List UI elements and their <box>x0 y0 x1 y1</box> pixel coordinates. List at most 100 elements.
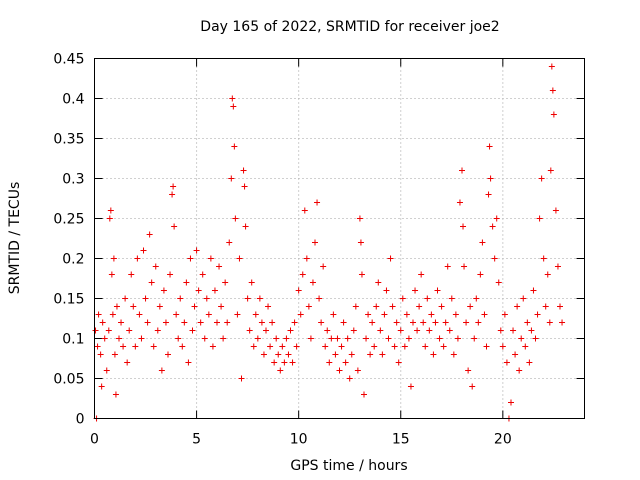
data-point <box>97 351 104 358</box>
data-point <box>185 359 192 366</box>
data-point <box>459 167 465 174</box>
data-point <box>244 295 251 302</box>
data-point <box>303 255 310 262</box>
data-point <box>142 295 149 302</box>
data-point <box>530 287 537 294</box>
data-point <box>344 335 351 342</box>
data-point <box>524 319 531 326</box>
data-point <box>338 343 345 350</box>
data-point <box>305 303 312 310</box>
data-point <box>475 319 482 326</box>
data-point <box>422 343 429 350</box>
data-point <box>175 335 182 342</box>
data-point <box>534 311 541 318</box>
data-point <box>150 343 157 350</box>
data-point <box>436 335 443 342</box>
y-axis-label: SRMTID / TECUs <box>7 182 23 295</box>
data-point <box>412 287 419 294</box>
data-point <box>307 335 314 342</box>
data-point <box>162 319 169 326</box>
data-point <box>407 383 414 390</box>
data-point <box>463 319 470 326</box>
data-point <box>228 175 235 182</box>
data-point <box>542 303 549 310</box>
data-point <box>403 311 410 318</box>
data-point <box>146 231 153 238</box>
data-point <box>248 279 255 286</box>
data-point <box>158 367 165 374</box>
data-point <box>126 327 133 334</box>
data-point <box>340 319 347 326</box>
data-point <box>332 351 339 358</box>
y-tick-label: 0.15 <box>53 292 84 308</box>
data-point <box>497 327 504 334</box>
data-point <box>430 351 437 358</box>
data-point <box>236 255 243 262</box>
data-point <box>120 343 127 350</box>
data-point <box>177 295 184 302</box>
data-point <box>241 183 248 190</box>
data-point <box>389 303 396 310</box>
data-point <box>193 247 200 254</box>
data-point <box>279 343 286 350</box>
data-point <box>165 351 171 358</box>
data-point <box>352 303 359 310</box>
data-point <box>550 111 557 118</box>
data-point <box>326 359 333 366</box>
data-point <box>167 271 174 278</box>
data-point <box>265 303 272 310</box>
data-point <box>420 319 427 326</box>
data-point <box>371 343 378 350</box>
data-point <box>552 207 559 214</box>
data-point <box>485 191 492 198</box>
data-point <box>181 319 188 326</box>
data-point <box>432 319 439 326</box>
data-point <box>222 279 229 286</box>
data-point <box>170 183 177 190</box>
data-point <box>381 311 388 318</box>
data-point <box>487 175 494 182</box>
data-point <box>499 343 506 350</box>
data-point <box>334 335 341 342</box>
data-point <box>401 343 408 350</box>
data-point <box>354 367 361 374</box>
data-point <box>367 351 374 358</box>
data-point <box>322 343 329 350</box>
data-point <box>481 311 488 318</box>
data-point <box>557 303 563 310</box>
data-point <box>254 335 261 342</box>
data-point <box>234 311 241 318</box>
data-point <box>285 351 292 358</box>
data-point <box>277 367 284 374</box>
data-point <box>424 295 431 302</box>
data-point <box>295 287 302 294</box>
data-point <box>350 327 357 334</box>
data-point <box>309 279 316 286</box>
data-point <box>452 311 459 318</box>
data-point <box>238 375 245 382</box>
data-point <box>512 351 519 358</box>
data-point <box>399 295 406 302</box>
data-point <box>216 263 223 270</box>
data-point <box>373 303 380 310</box>
x-tick-label: 0 <box>90 432 99 448</box>
data-point <box>112 391 119 398</box>
data-point <box>442 319 449 326</box>
data-point <box>546 319 553 326</box>
data-point <box>132 343 139 350</box>
y-tick-label: 0.05 <box>53 372 84 388</box>
data-point <box>405 335 412 342</box>
data-point <box>160 287 167 294</box>
data-point <box>201 335 208 342</box>
data-point <box>118 319 125 326</box>
data-point <box>173 311 180 318</box>
data-point <box>258 319 265 326</box>
y-tick-label: 0.1 <box>62 332 84 348</box>
data-point <box>387 255 394 262</box>
data-point <box>101 335 108 342</box>
y-tick-label: 0.2 <box>62 252 84 268</box>
data-point <box>95 311 102 318</box>
data-point <box>209 343 216 350</box>
data-point <box>291 319 298 326</box>
data-point <box>275 351 282 358</box>
